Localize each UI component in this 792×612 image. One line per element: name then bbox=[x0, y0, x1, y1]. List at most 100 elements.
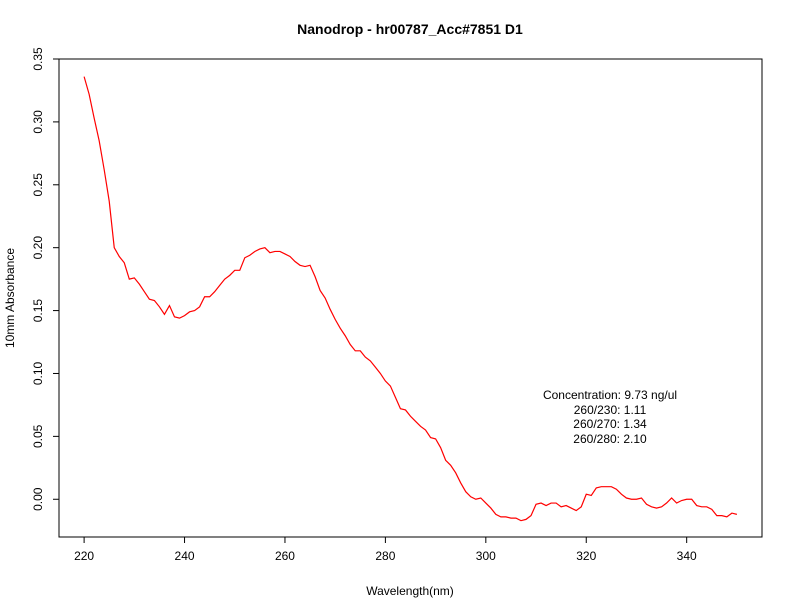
data-point bbox=[154, 300, 155, 301]
data-point bbox=[430, 437, 431, 438]
annotation-ratio-260-230: 260/230: 1.11 bbox=[574, 403, 647, 417]
data-point bbox=[249, 255, 250, 256]
y-axis: 0.00 0.05 0.10 0.15 0.20 0.25 0.30 0.35 bbox=[31, 47, 59, 511]
data-point bbox=[450, 465, 451, 466]
data-point bbox=[144, 291, 145, 292]
data-point bbox=[375, 367, 376, 368]
data-point bbox=[656, 507, 657, 508]
data-point bbox=[104, 169, 105, 170]
absorbance-series-points bbox=[84, 76, 738, 521]
data-point bbox=[89, 94, 90, 95]
y-tick-label: 0.30 bbox=[31, 110, 45, 134]
data-point bbox=[671, 497, 672, 498]
data-point bbox=[420, 426, 421, 427]
data-point bbox=[284, 253, 285, 254]
data-point bbox=[340, 328, 341, 329]
data-point bbox=[229, 275, 230, 276]
data-point bbox=[390, 385, 391, 386]
y-tick-label: 0.10 bbox=[31, 361, 45, 385]
data-point bbox=[666, 502, 667, 503]
data-point bbox=[204, 296, 205, 297]
data-point bbox=[440, 447, 441, 448]
data-point bbox=[530, 515, 531, 516]
data-point bbox=[551, 502, 552, 503]
data-point bbox=[500, 516, 501, 517]
data-point bbox=[510, 518, 511, 519]
data-point bbox=[385, 380, 386, 381]
data-point bbox=[94, 118, 95, 119]
plot-frame bbox=[58, 58, 763, 538]
data-point bbox=[435, 438, 436, 439]
data-point bbox=[571, 507, 572, 508]
data-point bbox=[114, 247, 115, 248]
data-point bbox=[586, 494, 587, 495]
data-point bbox=[721, 515, 722, 516]
data-point bbox=[289, 256, 290, 257]
data-point bbox=[129, 279, 130, 280]
data-point bbox=[279, 251, 280, 252]
x-axis-label: Wavelength(nm) bbox=[366, 584, 454, 598]
y-tick-label: 0.25 bbox=[31, 173, 45, 197]
absorbance-series-line bbox=[83, 76, 738, 522]
data-point bbox=[184, 315, 185, 316]
data-point bbox=[410, 416, 411, 417]
data-point bbox=[731, 513, 732, 514]
data-point bbox=[109, 201, 110, 202]
data-point bbox=[139, 284, 140, 285]
data-point bbox=[535, 504, 536, 505]
y-tick-label: 0.00 bbox=[31, 487, 45, 511]
data-point bbox=[134, 277, 135, 278]
data-point bbox=[706, 506, 707, 507]
data-point bbox=[299, 265, 300, 266]
data-point bbox=[149, 299, 150, 300]
data-point bbox=[335, 319, 336, 320]
data-point bbox=[445, 460, 446, 461]
data-point bbox=[676, 502, 677, 503]
y-tick-label: 0.35 bbox=[31, 47, 45, 71]
y-tick-label: 0.15 bbox=[31, 299, 45, 323]
data-point bbox=[164, 314, 165, 315]
x-tick-label: 220 bbox=[74, 549, 94, 563]
x-tick-label: 240 bbox=[175, 549, 195, 563]
y-tick-label: 0.20 bbox=[31, 236, 45, 260]
data-point bbox=[219, 285, 220, 286]
stats-annotation: Concentration: 9.73 ng/ul 260/230: 1.11 … bbox=[543, 388, 677, 446]
data-point bbox=[294, 261, 295, 262]
data-point bbox=[525, 519, 526, 520]
data-point bbox=[626, 497, 627, 498]
data-point bbox=[545, 505, 546, 506]
data-point bbox=[330, 309, 331, 310]
data-point bbox=[651, 506, 652, 507]
data-point bbox=[631, 499, 632, 500]
data-point bbox=[169, 305, 170, 306]
data-point bbox=[611, 486, 612, 487]
data-point bbox=[325, 297, 326, 298]
data-point bbox=[234, 270, 235, 271]
data-point bbox=[400, 408, 401, 409]
data-point bbox=[696, 505, 697, 506]
y-axis-label: 10mm Absorbance bbox=[3, 248, 17, 348]
data-point bbox=[601, 486, 602, 487]
data-point bbox=[264, 247, 265, 248]
data-point bbox=[485, 502, 486, 503]
x-tick-label: 320 bbox=[576, 549, 596, 563]
data-point bbox=[596, 487, 597, 488]
y-tick-label: 0.05 bbox=[31, 424, 45, 448]
data-point bbox=[269, 252, 270, 253]
data-point bbox=[425, 429, 426, 430]
data-point bbox=[360, 350, 361, 351]
data-point bbox=[259, 248, 260, 249]
data-point bbox=[455, 472, 456, 473]
x-tick-label: 280 bbox=[375, 549, 395, 563]
data-point bbox=[365, 357, 366, 358]
x-tick-label: 260 bbox=[275, 549, 295, 563]
data-point bbox=[84, 76, 85, 77]
data-point bbox=[189, 311, 190, 312]
data-point bbox=[209, 296, 210, 297]
data-point bbox=[505, 516, 506, 517]
data-point bbox=[380, 373, 381, 374]
data-point bbox=[736, 514, 737, 515]
data-point bbox=[540, 502, 541, 503]
data-point bbox=[520, 520, 521, 521]
data-point bbox=[119, 256, 120, 257]
